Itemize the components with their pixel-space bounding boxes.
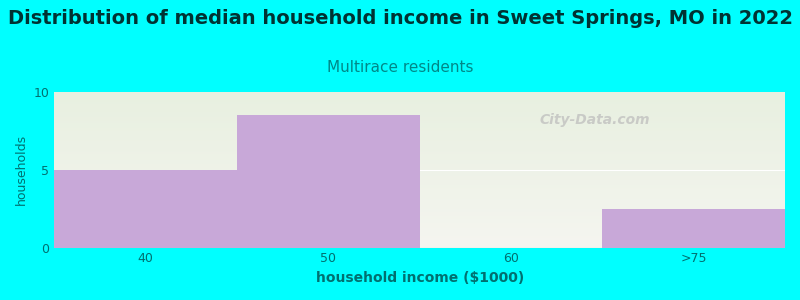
Bar (54, 170, 237, 248)
Text: City-Data.com: City-Data.com (540, 113, 650, 127)
X-axis label: household income ($1000): household income ($1000) (315, 271, 524, 285)
Text: Multirace residents: Multirace residents (326, 60, 474, 75)
Bar (237, 115, 420, 248)
Y-axis label: households: households (15, 134, 28, 206)
Bar (602, 209, 785, 248)
Text: Distribution of median household income in Sweet Springs, MO in 2022: Distribution of median household income … (7, 9, 793, 28)
